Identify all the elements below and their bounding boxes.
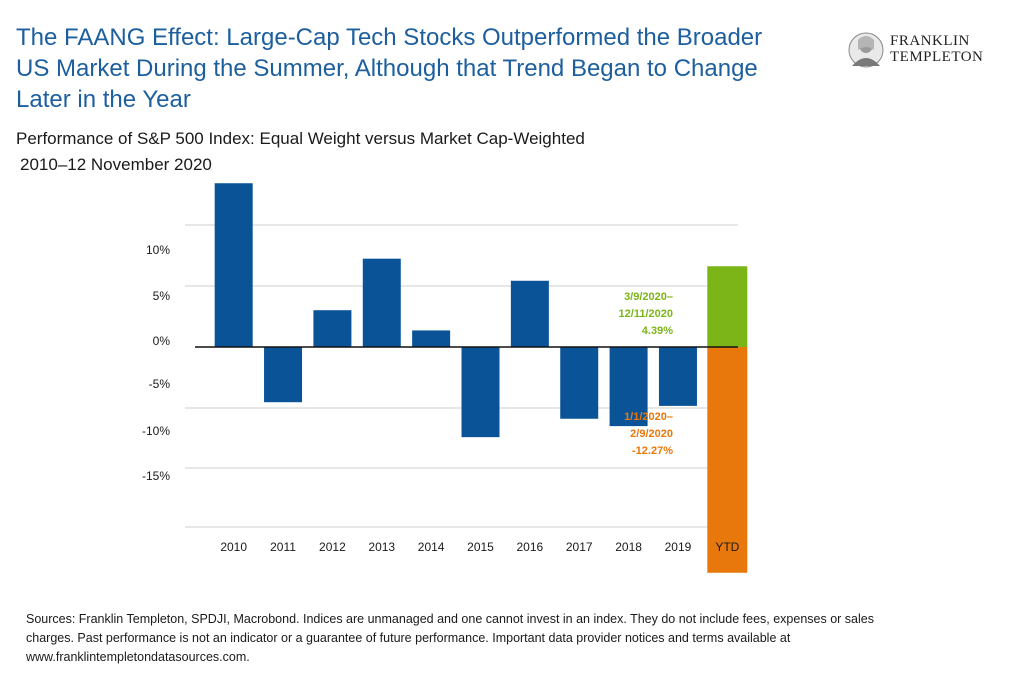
bar-2012 — [313, 310, 352, 347]
y-tick-label: -15% — [142, 469, 170, 483]
bar-2019 — [658, 347, 697, 406]
x-tick-label: 2018 — [615, 540, 642, 554]
y-tick-label: -10% — [142, 424, 170, 438]
chart-title: The FAANG Effect: Large-Cap Tech Stocks … — [16, 24, 763, 113]
bar-ytd-segment-2 — [707, 347, 748, 573]
y-tick-label: -5% — [149, 377, 171, 391]
ytd-annotation-line: 4.39% — [642, 325, 673, 337]
logo-wordmark: FRANKLIN TEMPLETON — [890, 33, 983, 65]
x-tick-label: 2011 — [270, 540, 296, 554]
bar-ytd-segment-1 — [707, 266, 748, 347]
x-tick-label: 2013 — [368, 540, 395, 554]
x-tick-label: YTD — [715, 540, 739, 554]
y-tick-label: 0% — [153, 334, 171, 348]
x-tick-label: 2017 — [566, 540, 593, 554]
bar-2011 — [264, 347, 303, 403]
x-tick-label: 2019 — [665, 540, 692, 554]
x-tick-label: 2015 — [467, 540, 494, 554]
ytd-annotation-line: 3/9/2020– — [624, 291, 673, 303]
x-tick-label: 2012 — [319, 540, 346, 554]
chart-subtitle: Performance of S&P 500 Index: Equal Weig… — [16, 126, 585, 178]
y-tick-label: 10% — [146, 243, 170, 257]
bar-chart: 10% 5% 0% -5% -10% -15% 3/9/2020– 12/11/2020 4.3… — [142, 183, 748, 573]
logo-line-2: TEMPLETON — [890, 49, 984, 65]
ytd-annotation-line: 1/1/2020– — [624, 411, 673, 423]
franklin-templeton-logo: FRANKLIN TEMPLETON — [846, 30, 1016, 70]
bar-2016 — [510, 280, 549, 347]
bar-2018 — [609, 347, 648, 427]
franklin-portrait-icon — [848, 32, 884, 68]
ytd-annotation-line: 2/9/2020 — [630, 428, 673, 440]
sources-footnote: Sources: Franklin Templeton, SPDJI, Macr… — [26, 612, 874, 664]
x-tick-label: 2014 — [418, 540, 445, 554]
ytd-annotation-line: -12.27% — [632, 445, 673, 457]
ytd-annotation-line: 12/11/2020 — [619, 308, 673, 320]
bar-2017 — [560, 347, 599, 419]
logo-line-1: FRANKLIN — [890, 33, 970, 49]
bar-2015 — [461, 347, 500, 438]
bar-2014 — [412, 330, 451, 347]
subtitle-line-1: Performance of S&P 500 Index: Equal Weig… — [16, 129, 585, 148]
bar-2013 — [362, 258, 401, 347]
x-tick-label: 2016 — [517, 540, 544, 554]
x-tick-label: 2010 — [220, 540, 247, 554]
y-tick-label: 5% — [153, 289, 171, 303]
subtitle-line-2: 2010–12 November 2020 — [20, 155, 212, 174]
bar-2010 — [214, 183, 253, 347]
